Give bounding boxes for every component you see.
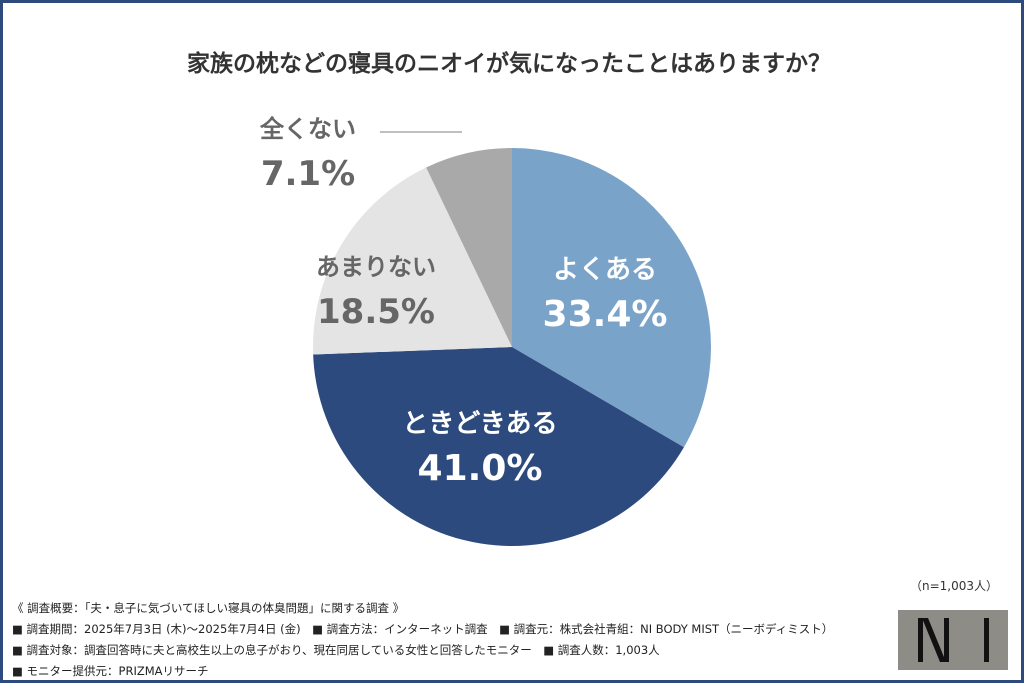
pie-slice <box>313 167 512 355</box>
sample-size: （n=1,003人） <box>909 579 998 593</box>
slice-value-label: 18.5% <box>317 292 435 332</box>
slice-label: 全くない <box>259 115 356 143</box>
slice-value-label: 33.4% <box>543 294 668 335</box>
slice-label: よくある <box>553 255 657 285</box>
footer-line: ■ 調査対象：調査回答時に夫と高校生以上の息子がおり、現在同居している女性と回答… <box>12 643 660 657</box>
footer-line: ■ モニター提供元：PRIZMAリサーチ <box>12 664 209 678</box>
slice-label: ときどきある <box>402 409 557 439</box>
pie-slice <box>426 148 512 347</box>
chart-title: 家族の枕などの寝具のニオイが気になったことはありますか？ <box>187 51 831 77</box>
footer-line: 《 調査概要：「夫・息子に気づいてほしい寝具の体臭問題」に関する調査 》 <box>12 601 405 615</box>
pie-slice <box>313 347 684 547</box>
brand-logo <box>898 610 1008 670</box>
footer-line: ■ 調査期間：2025年7月3日 (木)〜2025年7月4日 (金) ■ 調査方… <box>12 622 834 636</box>
slice-label: あまりない <box>316 253 436 281</box>
slice-value-label: 7.1% <box>261 154 355 194</box>
pie-slice <box>512 148 711 448</box>
survey-footer: 《 調査概要：「夫・息子に気づいてほしい寝具の体臭問題」に関する調査 》 ■ 調… <box>12 598 833 682</box>
slice-value-label: 41.0% <box>418 448 543 489</box>
